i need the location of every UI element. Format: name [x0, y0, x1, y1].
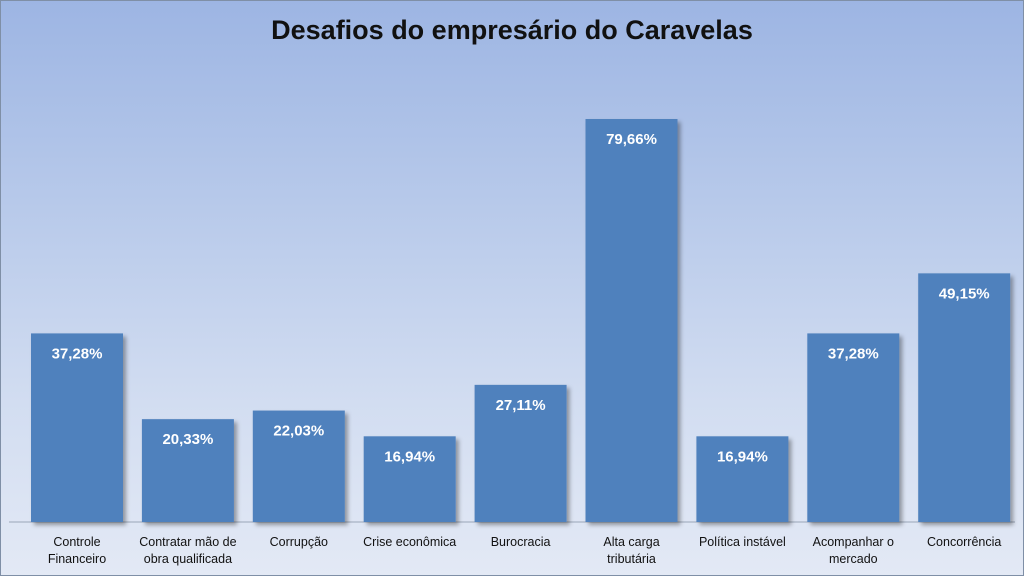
bar-3: [363, 436, 456, 522]
bar-value-label-8: 49,15%: [939, 285, 990, 302]
category-label-4: Burocracia: [491, 535, 551, 549]
bar-value-label-5: 79,66%: [606, 131, 657, 148]
category-label-0-1: Financeiro: [48, 552, 106, 566]
bar-value-label-3: 16,94%: [384, 448, 435, 465]
bar-value-label-2: 22,03%: [273, 423, 324, 440]
category-label-7-0: Acompanhar o: [813, 535, 894, 549]
category-label-1-0: Contratar mão de: [139, 535, 236, 549]
category-label-5-1: tributária: [607, 552, 656, 566]
category-label-1-1: obra qualificada: [144, 552, 232, 566]
bar-5: [585, 119, 678, 522]
category-label-6: Política instável: [699, 535, 786, 549]
category-label-7-1: mercado: [829, 552, 878, 566]
bar-7: [807, 333, 900, 522]
bar-value-label-1: 20,33%: [162, 431, 213, 448]
category-label-0-0: Controle: [53, 535, 100, 549]
bar-8: [918, 273, 1011, 522]
category-label-8: Concorrência: [927, 535, 1001, 549]
category-label-2: Corrupção: [270, 535, 328, 549]
bar-6: [696, 436, 789, 522]
bar-value-label-7: 37,28%: [828, 345, 879, 362]
category-label-3: Crise econômica: [363, 535, 456, 549]
bar-0: [31, 333, 123, 522]
bar-value-label-4: 27,11%: [496, 397, 546, 414]
chart-title: Desafios do empresário do Caravelas: [271, 15, 753, 45]
bar-value-label-0: 37,28%: [52, 345, 103, 362]
bar-value-label-6: 16,94%: [717, 448, 768, 465]
category-label-5-0: Alta carga: [603, 535, 659, 549]
bar-4: [474, 384, 567, 522]
bar-2: [252, 410, 345, 522]
bar-1: [141, 419, 234, 522]
